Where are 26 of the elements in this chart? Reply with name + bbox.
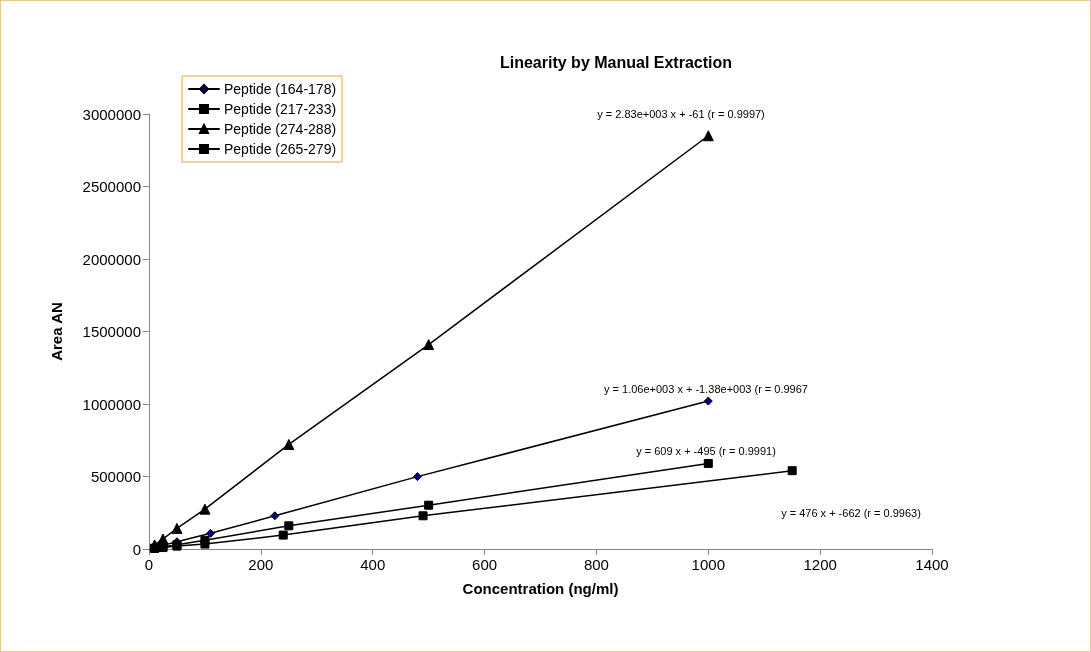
annotation: y = 476 x + -662 (r = 0.9963) bbox=[781, 507, 921, 519]
x-tick-label: 1400 bbox=[915, 556, 949, 573]
y-tick-label: 3000000 bbox=[82, 105, 141, 123]
annotation: y = 1.06e+003 x + -1.38e+003 (r = 0.9967 bbox=[604, 383, 808, 395]
y-tick-label: 0 bbox=[132, 540, 141, 558]
x-tick-label: 600 bbox=[472, 556, 498, 573]
y-tick-label: 2000000 bbox=[82, 250, 141, 268]
x-tick-label: 1200 bbox=[803, 556, 837, 573]
y-tick-label: 500000 bbox=[90, 468, 141, 485]
legend-label: Peptide (217-233) bbox=[224, 101, 337, 117]
legend-label: Peptide (274-288) bbox=[224, 121, 337, 137]
x-tick-label: 400 bbox=[360, 556, 386, 573]
x-axis-title: Concentration (ng/ml) bbox=[462, 580, 619, 597]
legend-label: Peptide (164-178) bbox=[224, 81, 337, 97]
x-tick-label: 1000 bbox=[691, 556, 725, 573]
legend-label: Peptide (265-279) bbox=[224, 141, 337, 157]
y-tick-label: 1500000 bbox=[82, 323, 141, 340]
y-tick-label: 2500000 bbox=[82, 178, 141, 195]
annotation: y = 609 x + -495 (r = 0.9991) bbox=[636, 445, 776, 457]
x-tick-label: 200 bbox=[248, 556, 274, 573]
y-tick-label: 1000000 bbox=[82, 395, 141, 413]
chart-title: Linearity by Manual Extraction bbox=[499, 53, 733, 71]
x-tick-label: 800 bbox=[583, 556, 609, 573]
x-tick-label: 0 bbox=[144, 556, 154, 573]
annotation: y = 2.83e+003 x + -61 (r = 0.9997) bbox=[597, 108, 765, 120]
y-axis-title: Area AN bbox=[48, 302, 65, 361]
